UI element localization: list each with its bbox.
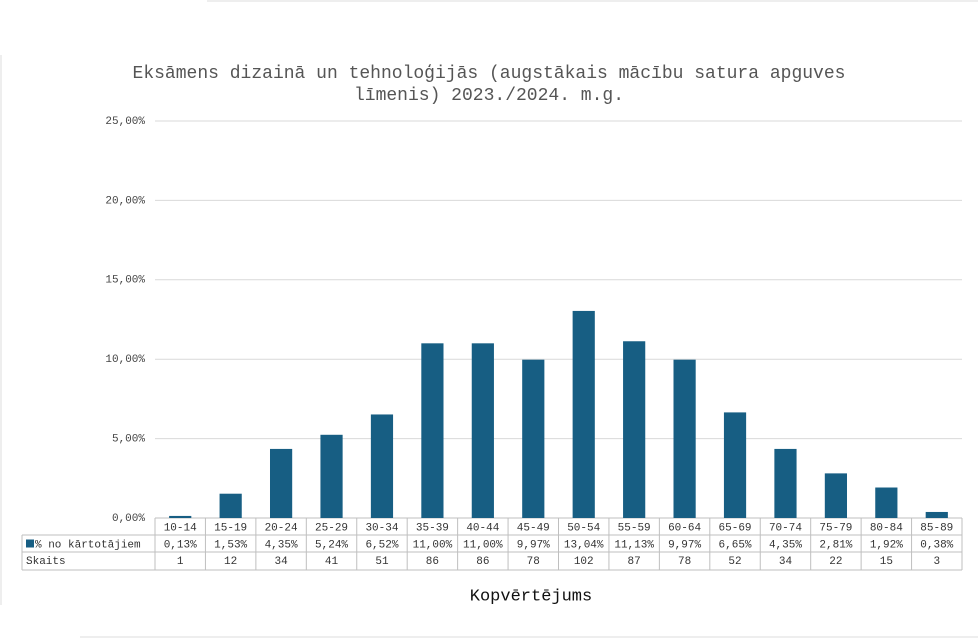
- y-tick-label: 5,00%: [112, 434, 145, 446]
- legend-swatch: [26, 539, 34, 548]
- table-value: 0,13%: [164, 539, 197, 551]
- table-value: 11,00%: [413, 539, 453, 551]
- bar: [723, 412, 747, 518]
- table-value: 4,35%: [265, 539, 298, 551]
- table-count: 86: [476, 556, 489, 568]
- bar: [421, 343, 444, 518]
- table-value: 11,13%: [614, 539, 654, 551]
- x-tick-label: 55-59: [618, 522, 651, 534]
- table-value: 13,04%: [564, 539, 604, 551]
- table-count: 102: [574, 556, 594, 568]
- x-tick-label: 80-84: [870, 522, 903, 534]
- table-value: 2,81%: [819, 539, 852, 551]
- table-row-label: Skaits: [26, 556, 66, 568]
- table-count: 22: [829, 556, 842, 568]
- bar: [925, 511, 948, 518]
- bar: [219, 493, 242, 518]
- table-value: 9,97%: [517, 539, 550, 551]
- chart-title: līmenis) 2023./2024. m.g.: [354, 86, 624, 106]
- table-count: 34: [779, 556, 793, 568]
- table-count: 12: [224, 556, 237, 568]
- x-tick-label: 65-69: [719, 522, 752, 534]
- y-tick-label: 25,00%: [105, 116, 145, 128]
- table-value: 9,97%: [668, 539, 701, 551]
- x-tick-label: 10-14: [164, 522, 197, 534]
- table-count: 87: [628, 556, 641, 568]
- table-value: 1,53%: [214, 539, 247, 551]
- chart-title: Eksāmens dizainā un tehnoloģijās (augstā…: [133, 64, 846, 84]
- table-count: 52: [728, 556, 741, 568]
- bar: [269, 448, 293, 518]
- bar: [673, 359, 696, 518]
- bar: [471, 343, 494, 518]
- table-count: 78: [527, 556, 540, 568]
- x-tick-label: 60-64: [668, 522, 701, 534]
- table-value: 5,24%: [315, 539, 348, 551]
- y-tick-label: 20,00%: [105, 195, 145, 207]
- x-tick-label: 40-44: [466, 522, 499, 534]
- x-axis-title: Kopvērtējums: [470, 587, 592, 606]
- table-count: 15: [880, 556, 893, 568]
- table-value: 6,52%: [365, 539, 398, 551]
- bar: [169, 515, 192, 518]
- table-value: 6,65%: [719, 539, 752, 551]
- table-value: 1,92%: [870, 539, 903, 551]
- legend-label: % no kārtotājiem: [35, 539, 141, 551]
- bar: [522, 359, 545, 518]
- x-tick-label: 30-34: [365, 522, 398, 534]
- table-count: 3: [933, 556, 940, 568]
- bar: [774, 448, 797, 518]
- x-tick-label: 20-24: [265, 522, 298, 534]
- table-count: 41: [325, 556, 339, 568]
- x-tick-label: 45-49: [517, 522, 550, 534]
- y-tick-label: 15,00%: [105, 275, 145, 287]
- x-tick-label: 70-74: [769, 522, 802, 534]
- table-count: 51: [375, 556, 389, 568]
- bar: [875, 487, 898, 518]
- bar: [572, 310, 595, 518]
- bar: [320, 434, 343, 518]
- x-tick-label: 35-39: [416, 522, 449, 534]
- table-count: 78: [678, 556, 691, 568]
- x-tick-label: 50-54: [567, 522, 600, 534]
- x-tick-label: 75-79: [819, 522, 852, 534]
- y-tick-label: 0,00%: [112, 513, 145, 525]
- table-count: 34: [274, 556, 288, 568]
- table-count: 1: [177, 556, 184, 568]
- x-tick-label: 25-29: [315, 522, 348, 534]
- bar: [623, 341, 646, 518]
- table-count: 86: [426, 556, 439, 568]
- bar: [370, 414, 394, 518]
- table-value: 0,38%: [920, 539, 953, 551]
- x-tick-label: 15-19: [214, 522, 247, 534]
- bar: [824, 473, 848, 518]
- table-value: 11,00%: [463, 539, 503, 551]
- x-tick-label: 85-89: [920, 522, 953, 534]
- table-value: 4,35%: [769, 539, 802, 551]
- y-tick-label: 10,00%: [105, 354, 145, 366]
